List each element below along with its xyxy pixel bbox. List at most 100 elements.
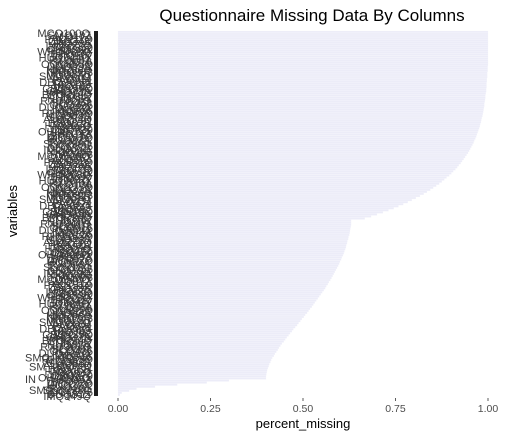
bar [117,291,323,294]
variable-label: DBQ188 [48,282,90,294]
bar [117,322,299,325]
bar [117,155,466,159]
variable-label: DIQ127Q [47,379,94,391]
variable-label: INQ902 [54,122,92,134]
variable-label: ALQ274Q [43,237,92,249]
variable-label: SMQ [25,352,51,364]
variable-label: RHQ643Q [42,108,94,120]
bar [117,176,447,179]
variable-label: OCQ655Q [41,59,93,71]
bar [117,299,317,302]
variable-label: IN [25,374,36,386]
variable-label: INQ582 [54,204,92,216]
variable-label: IMQ729 [52,63,91,75]
bar [117,371,267,374]
bar [117,324,298,327]
bar [117,367,268,370]
bar [117,43,489,46]
variable-label: RHQ483 [50,149,93,161]
variable-label: MCQ680 [46,110,90,122]
variable-label: DIQ607Q [47,256,94,268]
variable-label: SLQ298Q [43,139,92,151]
x-axis-title: percent_missing [256,416,351,431]
variable-label: CBQ299 [51,288,93,300]
y-axis-label-overlap-band [94,31,98,396]
variable-label: ALQ754Q [43,114,92,126]
bar [117,30,489,33]
bar [117,311,308,314]
bar [117,227,351,230]
variable-label: INQ742Q [46,163,93,175]
variable-label: DBQ668 [48,159,90,171]
variable-label: DUQ632 [47,307,90,319]
variable-label: DBQ828 [48,118,90,130]
variable-label: PAQ631Q [44,157,94,169]
bar [117,231,350,234]
variable-label: KIQ546 [55,352,92,364]
bar [117,254,344,257]
variable-label-group: MCQ100QSMQ137ALQ174PAQ211QDBQ248HIQ285IN… [25,28,93,403]
bar [117,184,437,187]
bar [117,145,472,148]
bar [117,139,475,142]
variable-label: BPQ310Q [42,90,93,102]
bar [117,39,489,42]
variable-label: ALQ854 [52,319,92,331]
variable-label: RXQ581 [49,55,91,67]
variable-label: HIQ865Q [45,120,92,132]
variable-label: SMQ977 [48,276,91,288]
bar [117,32,489,36]
bar [117,270,335,273]
bar [117,242,348,245]
bar [117,75,488,79]
variable-label: CBQ779 [51,165,93,177]
variable-label: KIQ446 [55,147,92,159]
variable-label: HIQ805Q [45,366,92,378]
variable-label: BPQ150 [50,131,92,143]
bar [117,303,314,306]
variable-label: DIQ447 [55,297,93,309]
bar [117,307,311,310]
variable-label: HIQ385Q [45,243,92,255]
variable-label: BPQ890 [50,172,92,184]
variable-label: SLQ558 [52,303,92,315]
bar [117,121,482,124]
variable-label: HIQ545 [53,202,91,214]
variable-label: OHQ396 [47,44,90,56]
variable-label: RXQ201 [49,383,91,395]
variable-label: OCQ275 [50,387,93,399]
bar [117,223,352,226]
x-tick-label: 1.00 [478,403,499,415]
variable-label: IMQ989 [52,227,91,239]
bar [117,213,378,216]
variable-label: WHQ953 [46,375,91,387]
variable-label: DUQ692 [47,61,90,73]
variable-label: OCQ335 [50,141,93,153]
variable-label: DBQ348 [48,241,90,253]
variable-label: INQ262Q [46,286,93,298]
bar [117,88,487,91]
bar [117,96,486,99]
bar [117,363,270,366]
variable-label: ALQ434 [52,196,92,208]
variable-label: IMQ509 [52,350,91,362]
bar [117,344,281,347]
bar [117,162,461,165]
bar [117,244,347,247]
bar [117,190,428,193]
variable-label: RXQ841Q [40,219,91,231]
bar [117,106,485,109]
bar [117,86,487,89]
bar [117,65,488,68]
variable-label: KIQ286Q [46,188,92,200]
bar [117,336,287,339]
variable-label: PAQ731 [52,362,93,374]
bar [117,194,421,198]
variable-label: IMQ349Q [43,391,91,403]
bar [117,272,334,275]
variable-label: MCQ520Q [37,151,90,163]
variable-label: BPQ570 [50,254,92,266]
bar [117,108,484,111]
bar [117,350,277,353]
variable-label: PAQ311 [53,239,93,251]
